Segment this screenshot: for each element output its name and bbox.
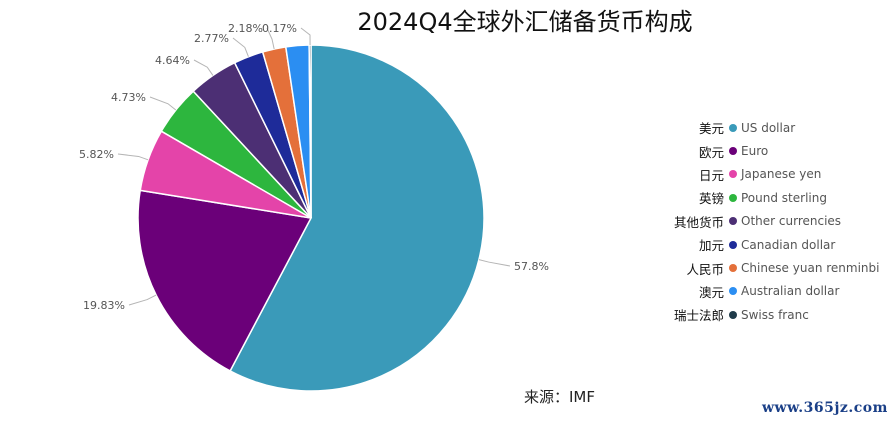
- leader-line: [232, 37, 249, 57]
- leader-line: [193, 59, 214, 76]
- pie-slice-us-dollar[interactable]: [229, 44, 485, 392]
- data-label: 0.17%: [262, 22, 297, 35]
- legend-en-label: Canadian dollar: [741, 237, 836, 252]
- legend-dot-icon: [729, 193, 737, 202]
- legend-item-swiss-franc[interactable]: 瑞士法郎 Swiss franc: [660, 303, 885, 326]
- legend-en-label: US dollar: [741, 120, 796, 135]
- legend-item-japanese-yen[interactable]: 日元 Japanese yen: [660, 163, 885, 186]
- legend-cn-label: 美元: [698, 121, 724, 137]
- legend-cn-label: 澳元: [698, 284, 724, 300]
- legend-cn-label: 瑞士法郎: [673, 308, 724, 324]
- legend-cn-label: 人民币: [686, 261, 724, 277]
- leader-line: [128, 294, 157, 306]
- legend-item-australian-dollar[interactable]: 澳元 Australian dollar: [660, 280, 885, 303]
- legend-dot-icon: [729, 217, 737, 226]
- legend-dot-icon: [729, 147, 737, 156]
- legend-item-canadian-dollar[interactable]: 加元 Canadian dollar: [660, 233, 885, 256]
- leader-line: [117, 153, 149, 161]
- legend-en-label: Japanese yen: [741, 167, 822, 182]
- data-label: 2.77%: [194, 32, 229, 45]
- data-label: 4.73%: [111, 91, 146, 104]
- legend-item-chinese-yuan-renminbi[interactable]: 人民币 Chinese yuan renminbi: [660, 256, 885, 279]
- legend-dot-icon: [729, 310, 737, 319]
- legend-cn-label: 欧元: [698, 144, 724, 160]
- leader-line: [478, 259, 511, 267]
- legend-cn-label: 日元: [698, 167, 724, 183]
- data-label: 19.83%: [83, 299, 125, 312]
- legend-en-label: Euro: [741, 144, 769, 159]
- leader-line: [149, 96, 177, 111]
- legend-dot-icon: [729, 264, 737, 273]
- legend-en-label: Swiss franc: [741, 307, 809, 322]
- legend-en-label: Australian dollar: [741, 284, 840, 299]
- legend-item-pound-sterling[interactable]: 英镑 Pound sterling: [660, 186, 885, 209]
- source-note: 来源：IMF: [524, 388, 595, 406]
- legend-dot-icon: [729, 170, 737, 179]
- leader-line: [266, 27, 275, 50]
- legend-en-label: Chinese yuan renminbi: [741, 261, 880, 276]
- data-label: 4.64%: [155, 54, 190, 67]
- legend-cn-label: 加元: [698, 238, 724, 254]
- data-label: 57.8%: [514, 260, 549, 273]
- chart-title: 2024Q4全球外汇储备货币构成: [357, 8, 693, 36]
- legend: 美元 US dollar 欧元 Euro 日元 Japanese yen 英镑 …: [660, 116, 885, 327]
- legend-en-label: Other currencies: [741, 214, 842, 229]
- legend-dot-icon: [729, 240, 737, 249]
- data-label: 5.82%: [79, 148, 114, 161]
- legend-cn-label: 英镑: [698, 191, 724, 207]
- legend-dot-icon: [729, 123, 737, 132]
- legend-en-label: Pound sterling: [741, 190, 827, 205]
- pie-slice-swiss-franc[interactable]: [308, 44, 312, 219]
- leader-line: [300, 27, 311, 46]
- legend-item-us-dollar[interactable]: 美元 US dollar: [660, 116, 885, 139]
- legend-item-euro[interactable]: 欧元 Euro: [660, 139, 885, 162]
- legend-dot-icon: [729, 287, 737, 296]
- data-label: 2.18%: [228, 22, 263, 35]
- legend-item-other-currencies[interactable]: 其他货币 Other currencies: [660, 210, 885, 233]
- watermark: www.365jz.com: [762, 400, 887, 416]
- legend-cn-label: 其他货币: [673, 214, 724, 230]
